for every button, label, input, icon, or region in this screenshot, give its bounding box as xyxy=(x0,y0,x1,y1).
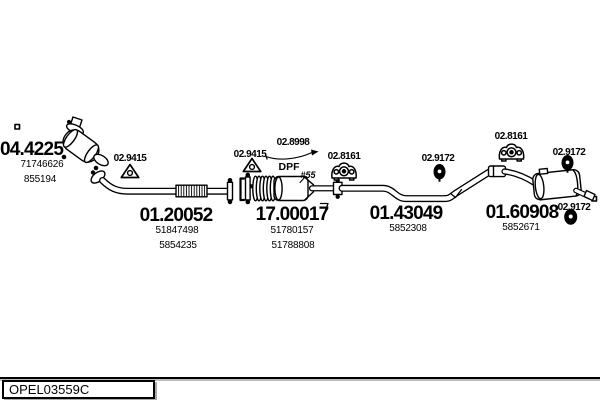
part-number-rear-silencer[interactable]: 01.60908 xyxy=(485,202,560,223)
footer-divider xyxy=(0,377,600,379)
oe-number: 71746626 xyxy=(20,159,64,170)
oe-number: 5854235 xyxy=(159,240,197,251)
dpf-tag: DPF xyxy=(278,161,300,173)
fitting-number-clamp-rear-upper[interactable]: 02.9172 xyxy=(552,147,586,158)
front-pipe-drawing xyxy=(90,170,234,205)
oe-number: 51788808 xyxy=(271,240,315,251)
oe-number: 51780157 xyxy=(270,225,314,236)
position-tag-55: #55 xyxy=(300,170,316,180)
oe-number: 855194 xyxy=(23,174,57,185)
part-number-front-pipe[interactable]: 01.20052 xyxy=(139,205,214,226)
oe-number: 51847498 xyxy=(155,225,199,236)
catalytic-converter-drawing xyxy=(61,116,109,171)
rubber-mount-icon xyxy=(498,143,525,162)
pressure-pipe-drawing xyxy=(264,149,319,160)
fitting-number-gasket-front[interactable]: 02.9415 xyxy=(113,153,147,164)
gasket-icon xyxy=(242,157,262,173)
oe-number: 5852308 xyxy=(389,223,427,234)
drawing-code-box: OPEL03559C xyxy=(2,380,155,399)
rear-silencer-drawing xyxy=(532,167,596,202)
fitting-number-gasket-dpf[interactable]: 02.9415 xyxy=(233,149,267,160)
fitting-number-mount-centre[interactable]: 02.8161 xyxy=(327,151,361,162)
clamp-icon xyxy=(433,163,446,182)
dpf-drawing xyxy=(239,172,343,205)
gasket-icon xyxy=(120,163,140,179)
fitting-number-mount-rear[interactable]: 02.8161 xyxy=(494,131,528,142)
clamp-icon xyxy=(564,209,578,225)
rubber-mount-icon xyxy=(331,162,357,181)
oe-number: 5852671 xyxy=(502,222,540,233)
clamp-icon xyxy=(561,154,574,173)
flex-section xyxy=(175,184,208,198)
fitting-number-pressure-pipe[interactable]: 02.8998 xyxy=(276,137,310,148)
fitting-number-clamp-rear-lower[interactable]: 02.9172 xyxy=(557,202,591,213)
part-number-dpf[interactable]: 17.00017 xyxy=(255,204,330,225)
fitting-number-clamp-centre[interactable]: 02.9172 xyxy=(421,153,455,164)
part-number-catalyst[interactable]: 04.4225 xyxy=(0,139,64,160)
drawing-code: OPEL03559C xyxy=(9,382,90,397)
part-number-centre-pipe[interactable]: 01.43049 xyxy=(369,203,444,224)
marker-square-left xyxy=(14,123,21,130)
